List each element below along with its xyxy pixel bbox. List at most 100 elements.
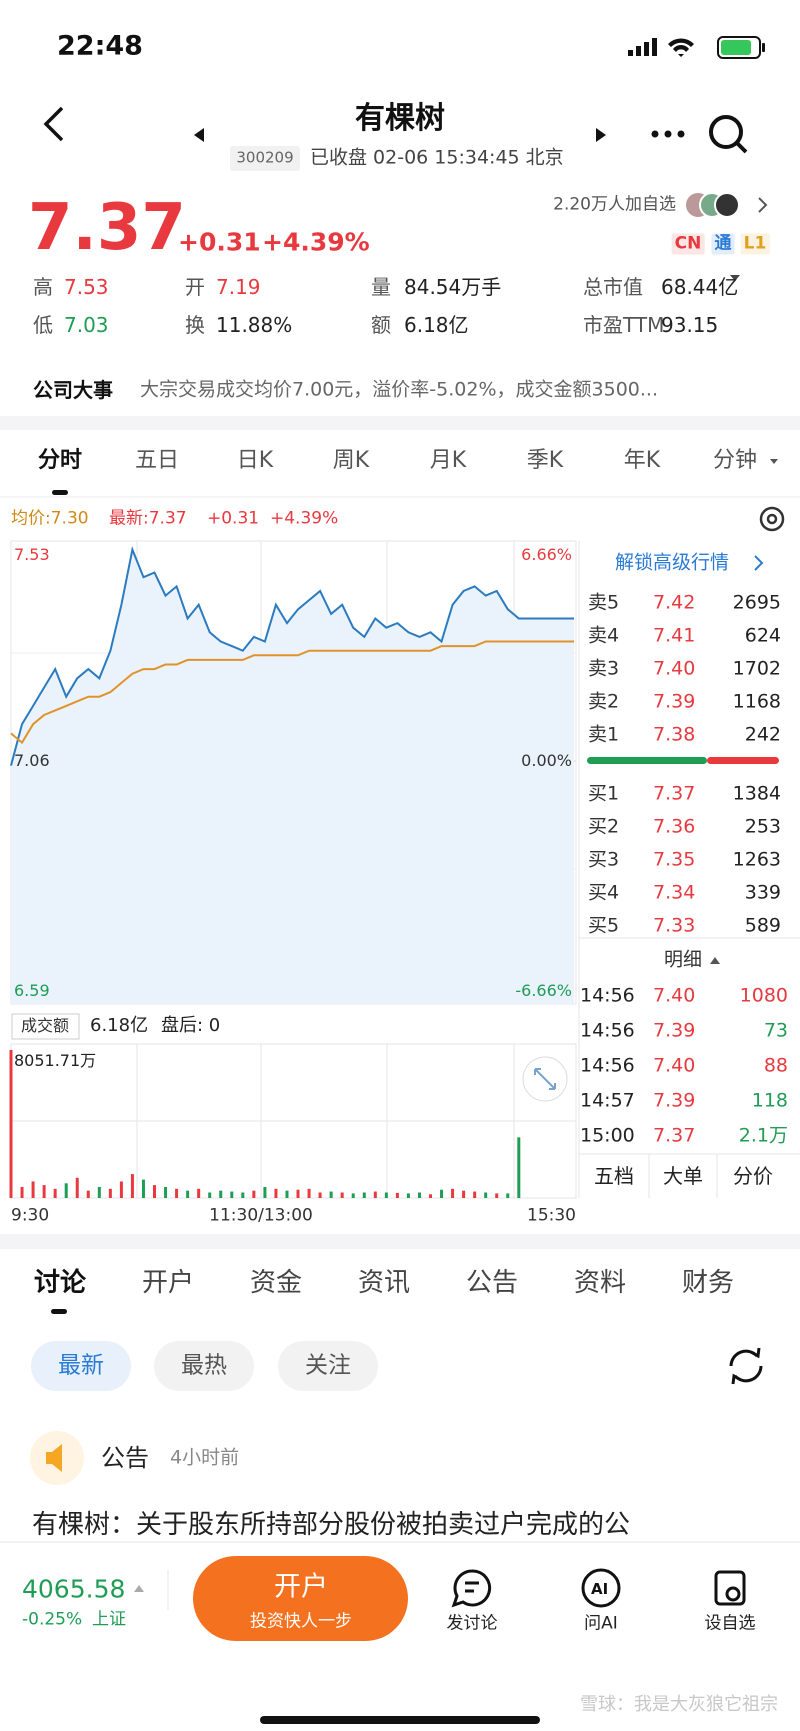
- volume-bar: [362, 1192, 366, 1198]
- stat-value: 7.53: [64, 275, 109, 299]
- discuss-tab[interactable]: 开户: [141, 1268, 195, 1298]
- time-label: 9:30: [11, 1205, 50, 1226]
- book-price: 7.40: [653, 657, 696, 680]
- filter-pill[interactable]: 关注: [305, 1352, 351, 1379]
- filter-pill[interactable]: 最新: [58, 1352, 104, 1379]
- unlock-link[interactable]: 解锁高级行情: [614, 551, 730, 574]
- post-title[interactable]: 有棵树：关于股东所持部分股份被拍卖过户完成的公: [32, 1510, 631, 1540]
- filter-pill[interactable]: 最热: [181, 1352, 227, 1379]
- post-type: 公告: [101, 1444, 149, 1472]
- stat-value: 93.15: [661, 313, 719, 337]
- stat-value: 68.44亿: [661, 275, 739, 299]
- volume-bar: [153, 1185, 157, 1198]
- volume-bar: [141, 1179, 145, 1198]
- prev-icon[interactable]: [194, 128, 204, 142]
- chart-tab[interactable]: 分钟: [712, 448, 758, 473]
- discuss-tab[interactable]: 资讯: [357, 1268, 411, 1298]
- book-volume: 624: [744, 624, 781, 647]
- search-icon[interactable]: [709, 115, 748, 154]
- stats-expand[interactable]: [730, 275, 740, 281]
- pct-tick-label: 0.00%: [521, 751, 572, 770]
- followers[interactable]: 2.20万人加自选: [553, 194, 676, 215]
- book-price: 7.41: [653, 624, 696, 647]
- chart-tab[interactable]: 周K: [332, 448, 370, 473]
- open-account-button[interactable]: [193, 1556, 408, 1641]
- next-icon[interactable]: [596, 128, 606, 142]
- action-label[interactable]: 设自选: [704, 1613, 756, 1634]
- trade-volume: 118: [751, 1089, 788, 1112]
- book-volume: 2695: [732, 591, 781, 614]
- chart-tab[interactable]: 日K: [236, 448, 274, 473]
- book-volume: 253: [744, 815, 781, 838]
- button-label[interactable]: 开户: [274, 1571, 328, 1603]
- volume-bar: [340, 1192, 344, 1198]
- refresh-icon[interactable]: [729, 1347, 763, 1385]
- chart-tab[interactable]: 分时: [37, 448, 83, 473]
- badge: CN: [671, 233, 705, 255]
- watermark: 雪球：我是大灰狼它祖宗: [580, 1694, 778, 1715]
- pill-bg[interactable]: [278, 1341, 378, 1391]
- chart-tab[interactable]: 年K: [623, 448, 661, 473]
- volume-bar: [351, 1193, 355, 1198]
- discuss-tab[interactable]: 讨论: [33, 1268, 87, 1298]
- chart-tab[interactable]: 五日: [134, 448, 180, 473]
- followers-arrow[interactable]: [758, 197, 768, 213]
- stat-label: 市盈TTM: [583, 313, 665, 337]
- discuss-tab[interactable]: 资金: [249, 1268, 303, 1298]
- volume-bar: [451, 1188, 455, 1198]
- change-pct: +4.39%: [262, 227, 370, 257]
- latest-label: 最新:7.37: [109, 508, 187, 529]
- trade-time: 14:56: [580, 1019, 635, 1042]
- volume-bar: [252, 1190, 256, 1198]
- chart-tab[interactable]: 季K: [526, 448, 564, 473]
- book-tab[interactable]: 大单: [663, 1164, 703, 1188]
- book-tab[interactable]: 分价: [733, 1164, 773, 1188]
- back-icon[interactable]: [43, 106, 64, 142]
- book-price: 7.33: [653, 914, 696, 937]
- book-label: 买4: [588, 881, 620, 904]
- trade-volume: 2.1万: [738, 1124, 788, 1147]
- price: 7.37: [28, 191, 186, 265]
- book-bar-sell: [707, 757, 779, 764]
- settings-icon[interactable]: [759, 506, 785, 532]
- expand-icon[interactable]: [522, 1056, 568, 1102]
- book-label: 买3: [588, 848, 620, 871]
- book-tab[interactable]: 五档: [594, 1164, 634, 1188]
- index-name: 上证: [92, 1609, 126, 1630]
- discuss-tab[interactable]: 资料: [573, 1268, 627, 1298]
- discuss-tab[interactable]: 公告: [465, 1268, 519, 1298]
- notice-icon: [30, 1431, 84, 1485]
- stat-value: 7.03: [64, 313, 109, 337]
- stat-label: 开: [185, 275, 205, 299]
- home-indicator: [260, 1716, 540, 1724]
- action-label[interactable]: 问AI: [584, 1613, 618, 1634]
- volume-bar: [241, 1192, 245, 1198]
- event-text[interactable]: 大宗交易成交均价7.00元，溢价率-5.02%，成交金额3500...: [140, 378, 658, 401]
- stock-name: 有棵树: [355, 101, 445, 136]
- latest-change: +0.31: [207, 508, 260, 529]
- volume-tick-label: 8051.71万: [14, 1051, 97, 1070]
- more-icon[interactable]: [651, 130, 685, 138]
- pill-bg[interactable]: [31, 1341, 131, 1391]
- discuss-tab[interactable]: 财务: [681, 1268, 735, 1298]
- action-icons[interactable]: [451, 1568, 746, 1608]
- stat-label: 量: [371, 275, 391, 299]
- y-tick-label: 7.53: [14, 545, 50, 564]
- trade-volume: 88: [763, 1054, 788, 1077]
- link-arrow[interactable]: [754, 555, 764, 571]
- market-status: 已收盘 02-06 15:34:45 北京: [310, 146, 564, 169]
- volume-bar: [97, 1186, 101, 1198]
- time-label: 15:30: [527, 1205, 576, 1226]
- volume-label: 成交额: [20, 1016, 70, 1035]
- action-label[interactable]: 发讨论: [446, 1613, 498, 1634]
- book-label: 买5: [588, 914, 620, 937]
- volume-bar: [395, 1192, 399, 1198]
- tab-dropdown[interactable]: [770, 459, 778, 464]
- chart-tab[interactable]: 月K: [429, 448, 467, 473]
- pill-bg[interactable]: [154, 1341, 254, 1391]
- volume-bar: [64, 1183, 68, 1198]
- separator: [0, 1234, 800, 1249]
- trade-price: 7.40: [653, 984, 696, 1007]
- trade-time: 15:00: [580, 1124, 635, 1147]
- book-volume: 1384: [732, 782, 781, 805]
